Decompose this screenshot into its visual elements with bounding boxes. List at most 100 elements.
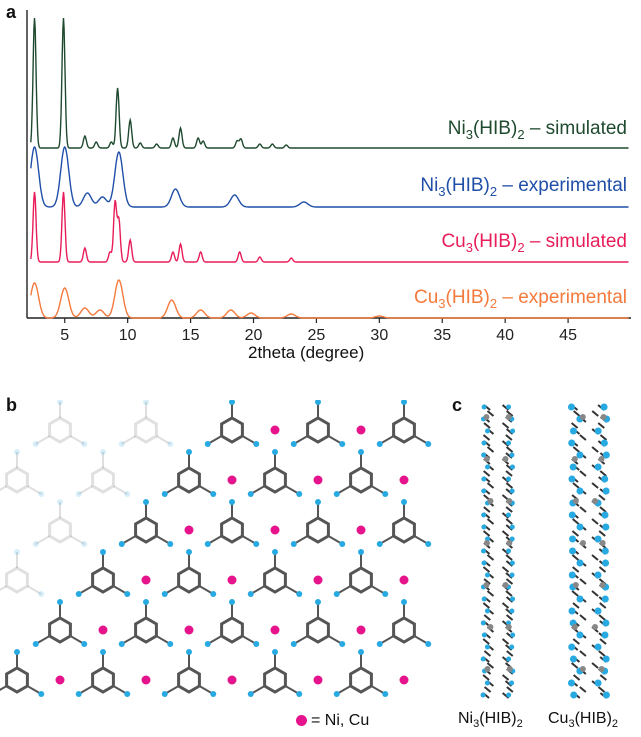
- benzene-ring: [48, 516, 72, 544]
- nitrogen-atom: [315, 499, 321, 505]
- nitrogen-atom: [247, 591, 254, 597]
- stack-bond: [591, 410, 599, 417]
- metal-legend: = Ni, Cu: [296, 712, 369, 730]
- stack-bond: [572, 566, 580, 573]
- nitrogen-atom: [38, 591, 45, 597]
- stack-metal: [599, 582, 606, 588]
- bond: [155, 435, 171, 445]
- stack-bond: [505, 614, 514, 621]
- bond: [35, 435, 51, 445]
- stack-bond: [579, 614, 587, 621]
- benzene-ring: [349, 566, 373, 594]
- nitrogen-atom: [290, 641, 297, 647]
- stack-metal: [483, 456, 490, 462]
- nitrogen-atom: [425, 441, 432, 447]
- stack-nitrogen: [602, 559, 610, 567]
- series-label: Ni3(HIB)2 – simulated: [447, 118, 627, 142]
- nitrogen-atom: [167, 441, 174, 447]
- benzene-ring: [392, 616, 416, 644]
- x-tick-label: 25: [308, 327, 326, 344]
- stack-nitrogen: [602, 487, 610, 495]
- stack-nitrogen: [602, 619, 610, 627]
- stack-bond: [483, 614, 491, 621]
- metal-atom: [356, 425, 366, 435]
- stack-bond: [505, 590, 513, 597]
- stack-nitrogen: [481, 512, 487, 518]
- stack-metal: [571, 624, 578, 630]
- stack-bond: [482, 434, 491, 441]
- stack-bond: [506, 410, 514, 417]
- stack-bond: [501, 566, 510, 573]
- stack-nitrogen: [484, 428, 490, 434]
- stack-bond: [591, 482, 599, 489]
- stack-bond: [486, 554, 495, 561]
- stack-nitrogen: [509, 560, 515, 566]
- stack-bond: [486, 446, 495, 453]
- stack-nitrogen: [480, 692, 486, 698]
- stack-nitrogen: [568, 643, 576, 651]
- nitrogen-atom: [143, 499, 149, 505]
- stack-bond: [571, 590, 579, 597]
- stack-nitrogen: [506, 692, 512, 698]
- stack-bond: [579, 434, 587, 441]
- stack-nitrogen: [594, 643, 602, 651]
- stack-metal: [506, 666, 513, 672]
- nitrogen-atom: [425, 641, 432, 647]
- bond: [121, 435, 137, 445]
- nitrogen-atom: [81, 641, 88, 647]
- stack-bond: [579, 578, 587, 585]
- stack-bond: [597, 686, 606, 693]
- stack-bond: [599, 506, 607, 513]
- stack-metal: [502, 582, 509, 588]
- stack-nitrogen: [567, 679, 575, 687]
- stack-nitrogen: [510, 428, 516, 434]
- stack-bond: [505, 506, 513, 513]
- stack-bond: [486, 662, 495, 669]
- stack-bond: [486, 590, 495, 597]
- bond: [112, 485, 128, 495]
- nitrogen-atom: [339, 641, 346, 647]
- stack-nitrogen: [506, 440, 512, 446]
- nitrogen-atom: [296, 491, 303, 497]
- stack-bond: [483, 470, 491, 477]
- panel-letter-a: a: [6, 2, 17, 22]
- nitrogen-atom: [272, 649, 278, 655]
- xrd-series-line: [30, 145, 629, 208]
- stack-nitrogen: [594, 463, 602, 471]
- x-tick-label: 20: [245, 327, 263, 344]
- nitrogen-atom: [204, 641, 211, 647]
- stack-nitrogen: [569, 463, 577, 471]
- stack-nitrogen: [568, 571, 576, 579]
- benzene-ring: [48, 416, 72, 444]
- formula-cu: Cu3(HIB)2: [548, 710, 619, 731]
- stack-nitrogen: [600, 439, 608, 447]
- benzene-ring: [220, 416, 244, 444]
- stack-metal: [505, 414, 512, 420]
- benzene-ring: [177, 466, 201, 494]
- benzene-ring: [177, 566, 201, 594]
- stack-metal: [506, 540, 513, 546]
- stack-nitrogen: [594, 571, 602, 579]
- bond: [26, 585, 42, 595]
- stack-nitrogen: [576, 595, 584, 603]
- stack-nitrogen: [481, 476, 487, 482]
- stack-bond: [572, 482, 580, 489]
- stack-metal: [592, 624, 599, 630]
- metal-atom: [227, 475, 237, 485]
- metal-atom: [141, 575, 151, 585]
- stack-bond: [572, 518, 580, 525]
- stack-bond: [599, 674, 607, 681]
- nitrogen-atom: [100, 449, 106, 455]
- metal-atom: [270, 625, 280, 635]
- metal-atom: [184, 525, 194, 535]
- bond: [0, 485, 8, 491]
- nitrogen-atom: [124, 491, 131, 497]
- stack-nitrogen: [568, 439, 576, 447]
- nitrogen-atom: [75, 491, 82, 497]
- stack-nitrogen: [509, 524, 515, 530]
- stack-metal: [598, 666, 605, 672]
- stack-nitrogen: [509, 452, 515, 458]
- stack-bond: [483, 422, 491, 429]
- stack-nitrogen: [509, 644, 515, 650]
- nitrogen-atom: [376, 441, 383, 447]
